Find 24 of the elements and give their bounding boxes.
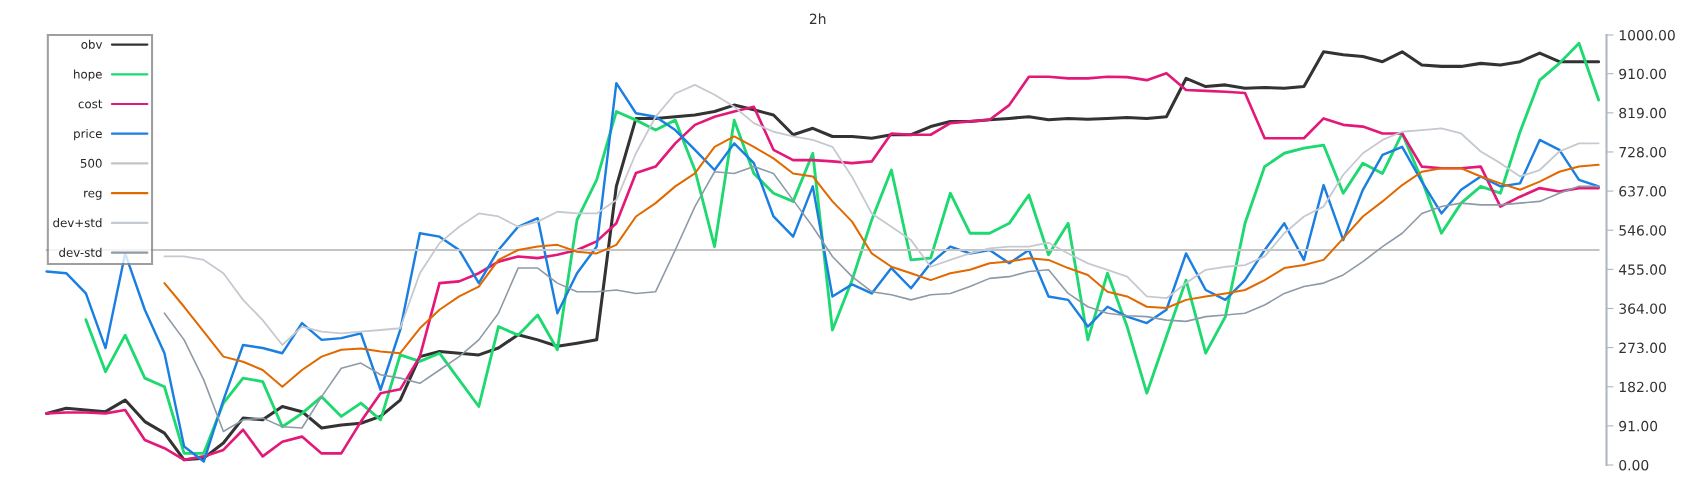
legend-label: 500 [80, 158, 102, 168]
chart-title: 2h [809, 13, 826, 24]
legend-label: cost [78, 99, 103, 109]
y-tick-label: 91.00 [1619, 420, 1658, 432]
y-tick-label: 182.00 [1619, 381, 1666, 393]
legend-label: price [74, 128, 102, 141]
y-tick-label: 273.00 [1619, 342, 1666, 354]
line-series [163, 135, 1600, 388]
y-tick-label: 910.00 [1619, 68, 1666, 80]
legend-label: hope [74, 69, 102, 81]
y-tick-label: 728.00 [1619, 146, 1666, 158]
y-tick-label: 637.00 [1619, 186, 1666, 197]
legend-label: dev-std [59, 247, 102, 257]
y-tick-label: 364.00 [1619, 303, 1666, 314]
y-tick-label: 546.00 [1619, 225, 1666, 236]
y-tick-label: 819.00 [1619, 107, 1666, 119]
line-series [163, 83, 1600, 346]
legend-label: obv [81, 39, 103, 49]
y-tick-label: 455.00 [1618, 264, 1666, 275]
legend-label: reg [84, 190, 102, 200]
legend-label: dev+std [53, 218, 102, 228]
line-series [163, 165, 1600, 433]
y-tick-label: 0.00 [1619, 459, 1649, 471]
y-tick-label: 1000.00 [1619, 29, 1675, 41]
